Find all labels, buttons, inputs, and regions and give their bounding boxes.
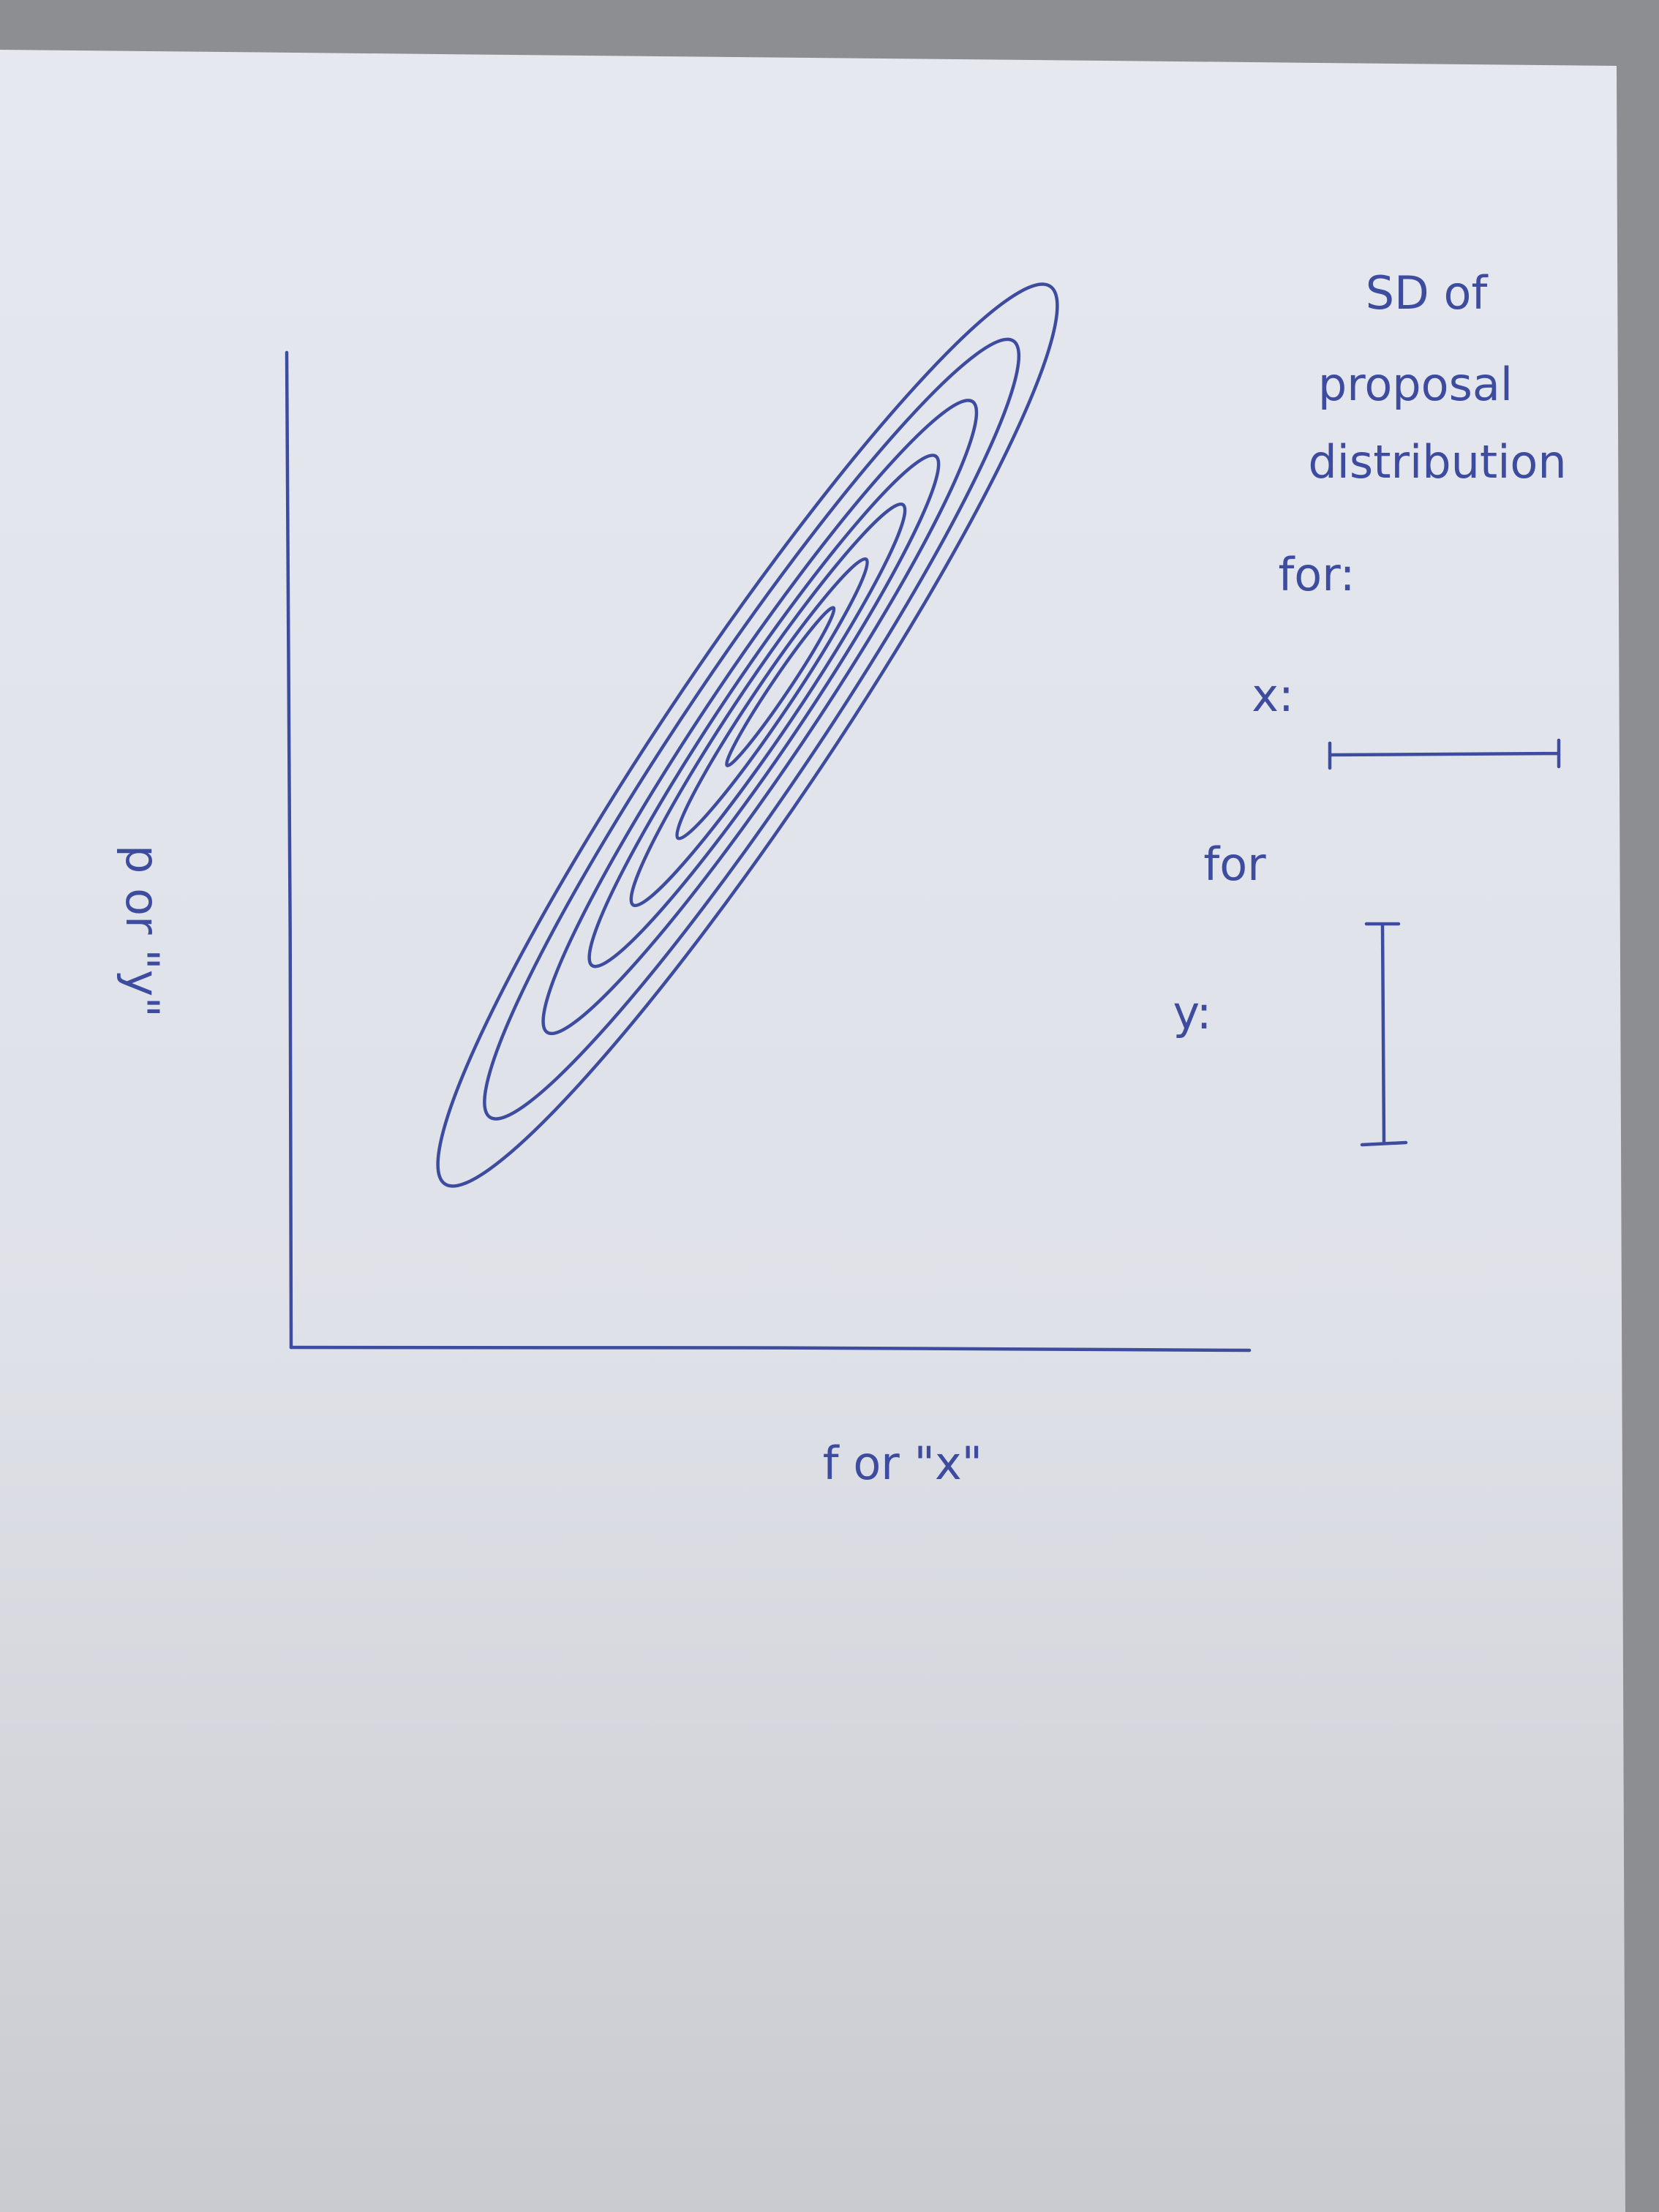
contours [436, 282, 1059, 1188]
annotation-line: proposal [1318, 358, 1513, 411]
legend-for: for: [1278, 548, 1355, 601]
contour [587, 454, 941, 968]
contour [436, 282, 1059, 1188]
y-axis-label: p or "y" [116, 845, 169, 1017]
paper [0, 50, 1625, 2212]
sd-bar-y [1360, 922, 1408, 1147]
x-axis [289, 1345, 1252, 1353]
annotation-line: SD of [1366, 266, 1489, 320]
legend-label: y: [1173, 986, 1211, 1039]
y-axis [285, 350, 293, 1350]
contour [725, 606, 836, 767]
contour [483, 337, 1021, 1121]
legend-label: x: [1252, 669, 1294, 722]
annotation-line: distribution [1308, 435, 1566, 489]
contour [629, 502, 907, 908]
contour [541, 399, 979, 1036]
x-axis-label: f or "x" [823, 1437, 982, 1490]
sd-bar-x [1328, 738, 1561, 770]
contour [675, 557, 869, 840]
legend-for: for [1203, 838, 1266, 891]
